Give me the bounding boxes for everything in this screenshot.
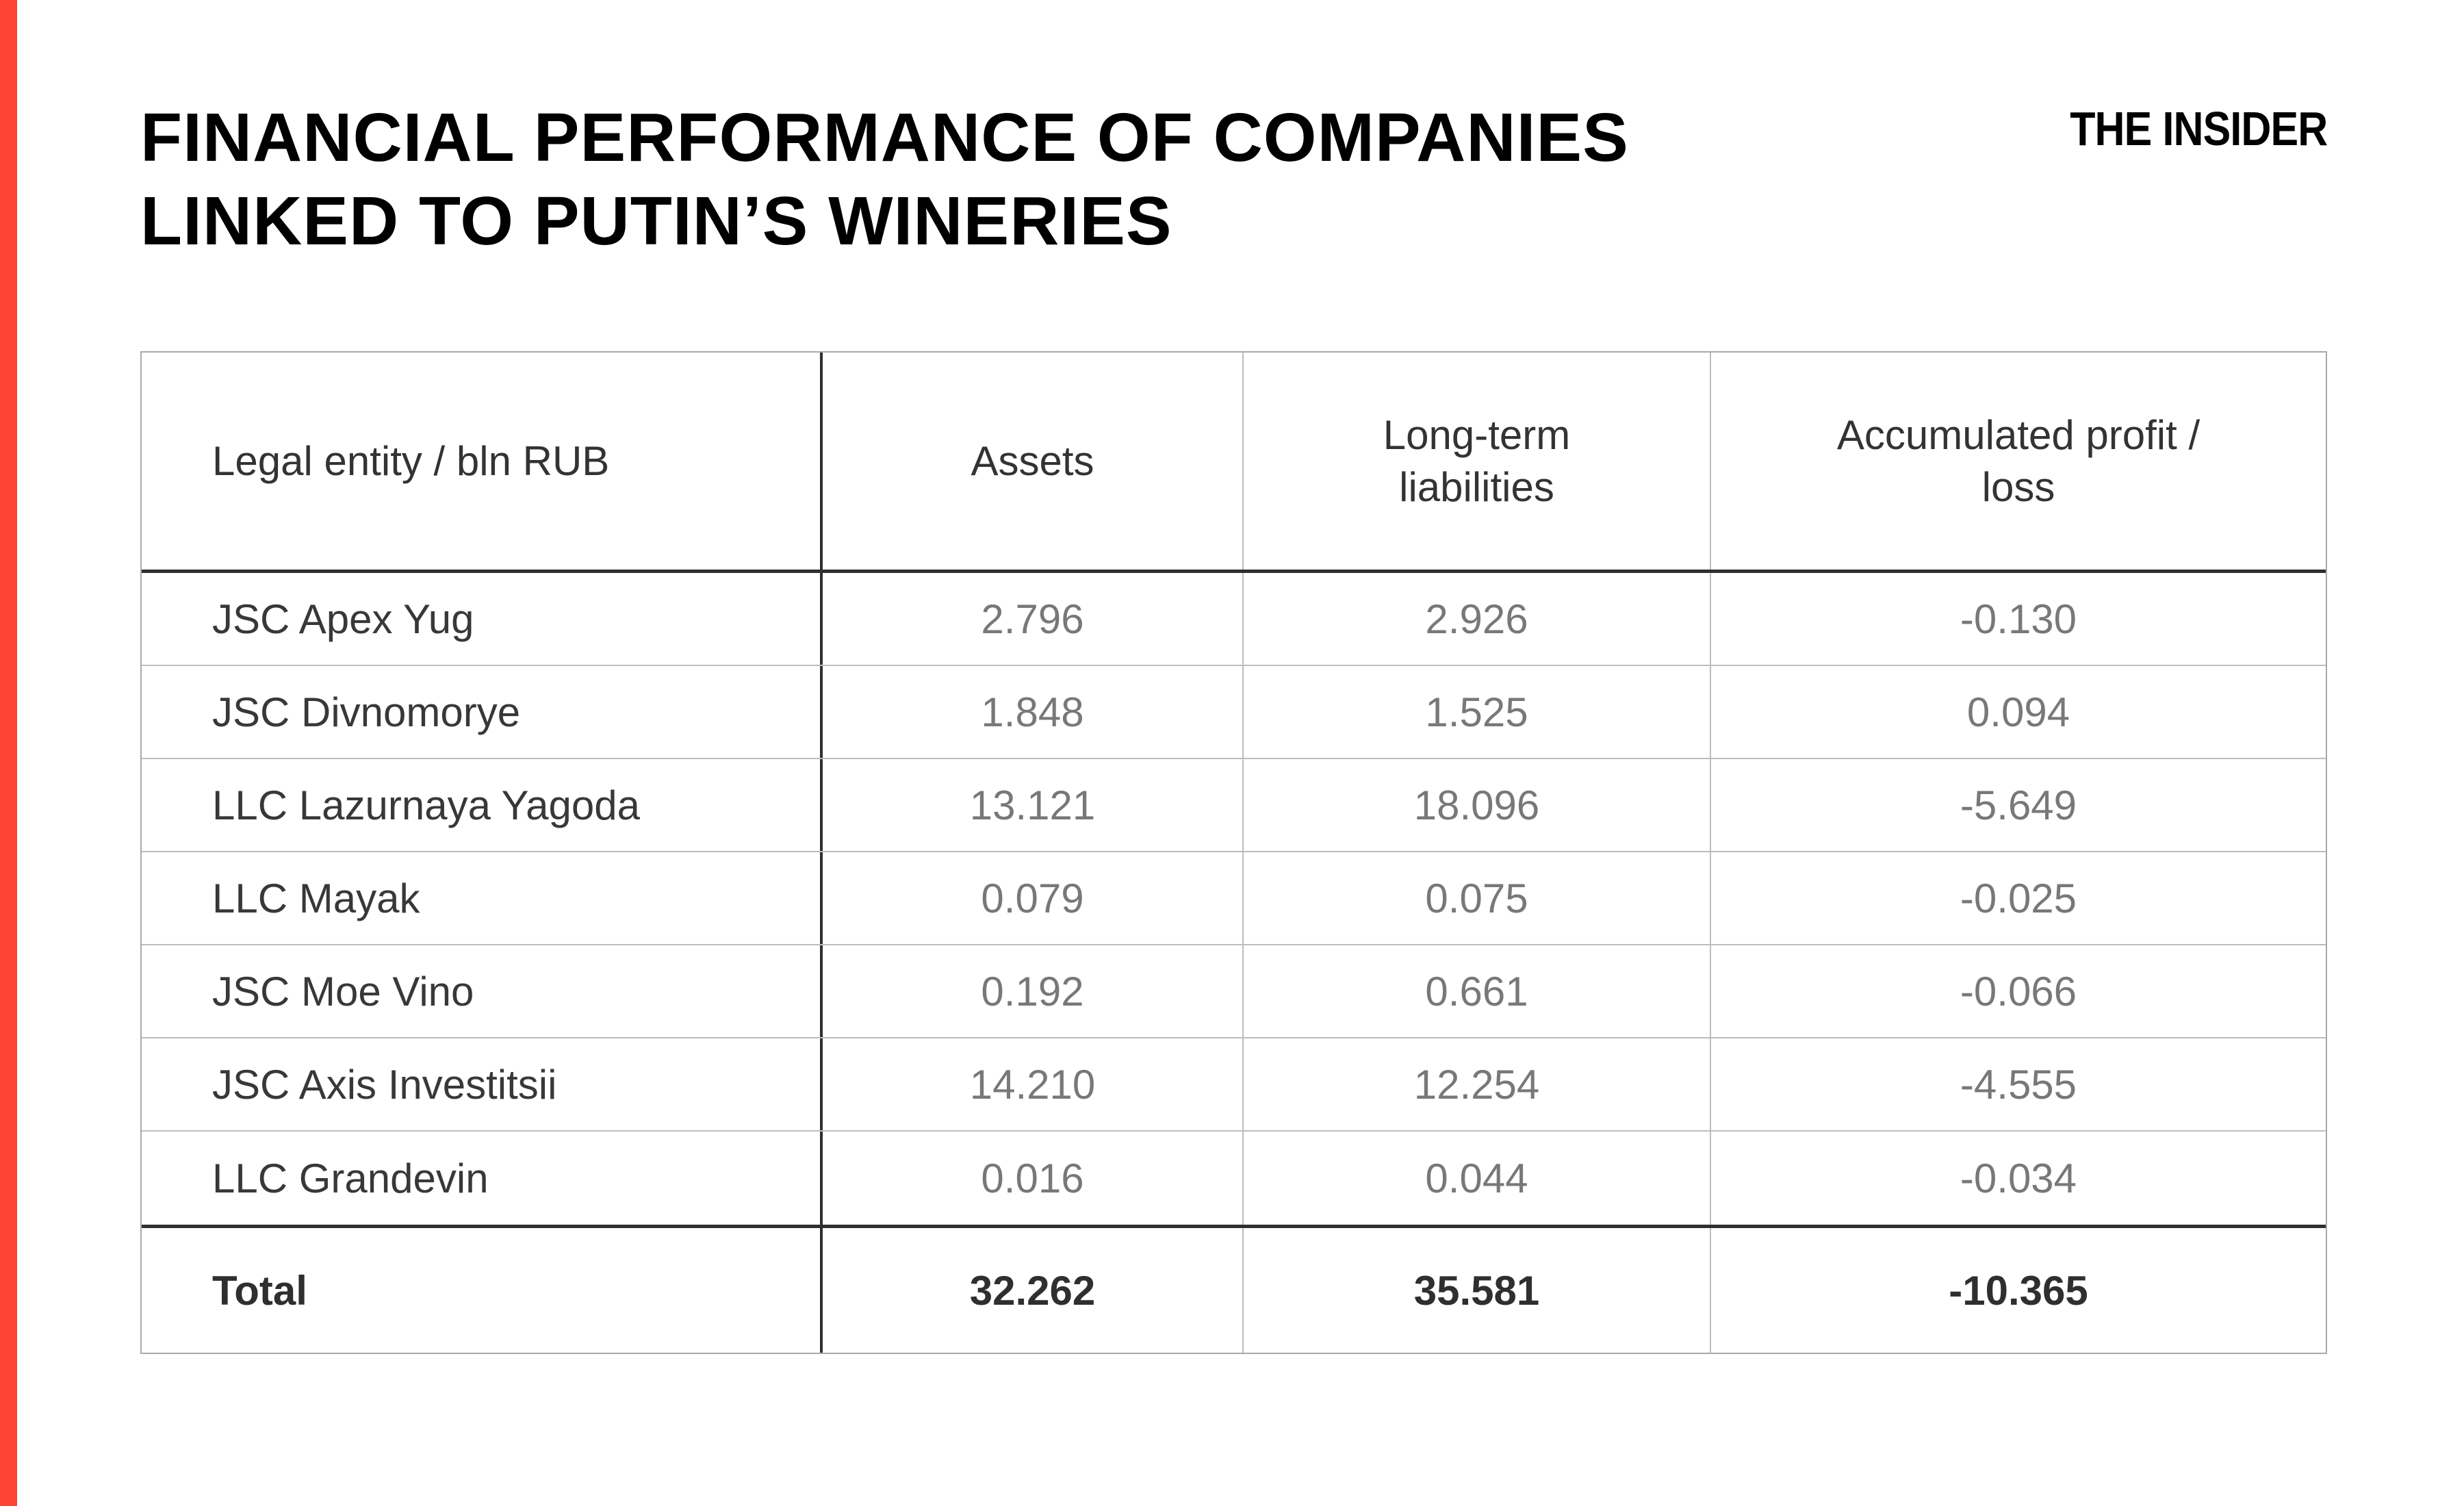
cell-assets: 0.079 [823,852,1244,944]
cell-profit: -0.130 [1960,596,2077,642]
cell-total-assets: 32.262 [823,1228,1244,1353]
cell-entity: JSC Apex Yug [142,573,823,665]
cell-assets: 0.192 [823,945,1244,1037]
cell-liabilities: 12.254 [1244,1038,1711,1130]
cell-liabilities: 1.525 [1244,666,1711,758]
the-insider-logo: THE INSIDER [2069,102,2328,155]
cell-entity: JSC Moe Vino [142,945,823,1037]
cell-profit: -0.034 [1960,1155,2077,1201]
cell-total-profit: -10.365 [1949,1267,2088,1314]
cell-profit: -4.555 [1960,1061,2077,1108]
column-header-legal-entity: Legal entity / bln RUB [142,353,823,570]
accent-bar [0,0,17,1506]
cell-entity: JSC Divnomorye [142,666,823,758]
table-row-divnomorye: JSC Divnomorye 1.848 1.525 0.094 [142,666,2326,759]
cell-entity: LLC Grandevin [142,1132,823,1225]
table-row-axis-investitsii: JSC Axis Investitsii 14.210 12.254 -4.55… [142,1038,2326,1132]
cell-liabilities: 2.926 [1244,573,1711,665]
cell-assets: 14.210 [823,1038,1244,1130]
table-total-row: Total 32.262 35.581 -10.365 [142,1225,2326,1353]
column-header-accumulated-profit-loss: Accumulated profit / loss [1836,411,2200,510]
table-row-grandevin: LLC Grandevin 0.016 0.044 -0.034 [142,1132,2326,1225]
cell-total-label: Total [142,1228,823,1353]
cell-liabilities: 18.096 [1244,759,1711,851]
cell-assets: 13.121 [823,759,1244,851]
cell-profit: -0.025 [1960,875,2077,921]
cell-liabilities: 0.661 [1244,945,1711,1037]
cell-profit: -0.066 [1960,968,2077,1014]
column-header-long-term-liabilities: Long-term liabilities [1244,353,1711,570]
table-row-lazurnaya-yagoda: LLC Lazurnaya Yagoda 13.121 18.096 -5.64… [142,759,2326,852]
financials-table: Legal entity / bln RUB Assets Long-term … [140,351,2327,1354]
cell-entity: LLC Lazurnaya Yagoda [142,759,823,851]
table-header-row: Legal entity / bln RUB Assets Long-term … [142,353,2326,573]
cell-assets: 1.848 [823,666,1244,758]
cell-entity: JSC Axis Investitsii [142,1038,823,1130]
cell-total-liabilities: 35.581 [1244,1228,1711,1353]
cell-profit: 0.094 [1966,689,2070,735]
table-row-apex-yug: JSC Apex Yug 2.796 2.926 -0.130 [142,573,2326,666]
column-header-assets: Assets [823,353,1244,570]
page-title: FINANCIAL PERFORMANCE OF COMPANIES LINKE… [140,99,1629,259]
cell-assets: 0.016 [823,1132,1244,1225]
cell-profit: -5.649 [1960,782,2077,828]
cell-liabilities: 0.044 [1244,1132,1711,1225]
table-row-moe-vino: JSC Moe Vino 0.192 0.661 -0.066 [142,945,2326,1038]
table-row-mayak: LLC Mayak 0.079 0.075 -0.025 [142,852,2326,945]
cell-assets: 2.796 [823,573,1244,665]
cell-liabilities: 0.075 [1244,852,1711,944]
cell-entity: LLC Mayak [142,852,823,944]
